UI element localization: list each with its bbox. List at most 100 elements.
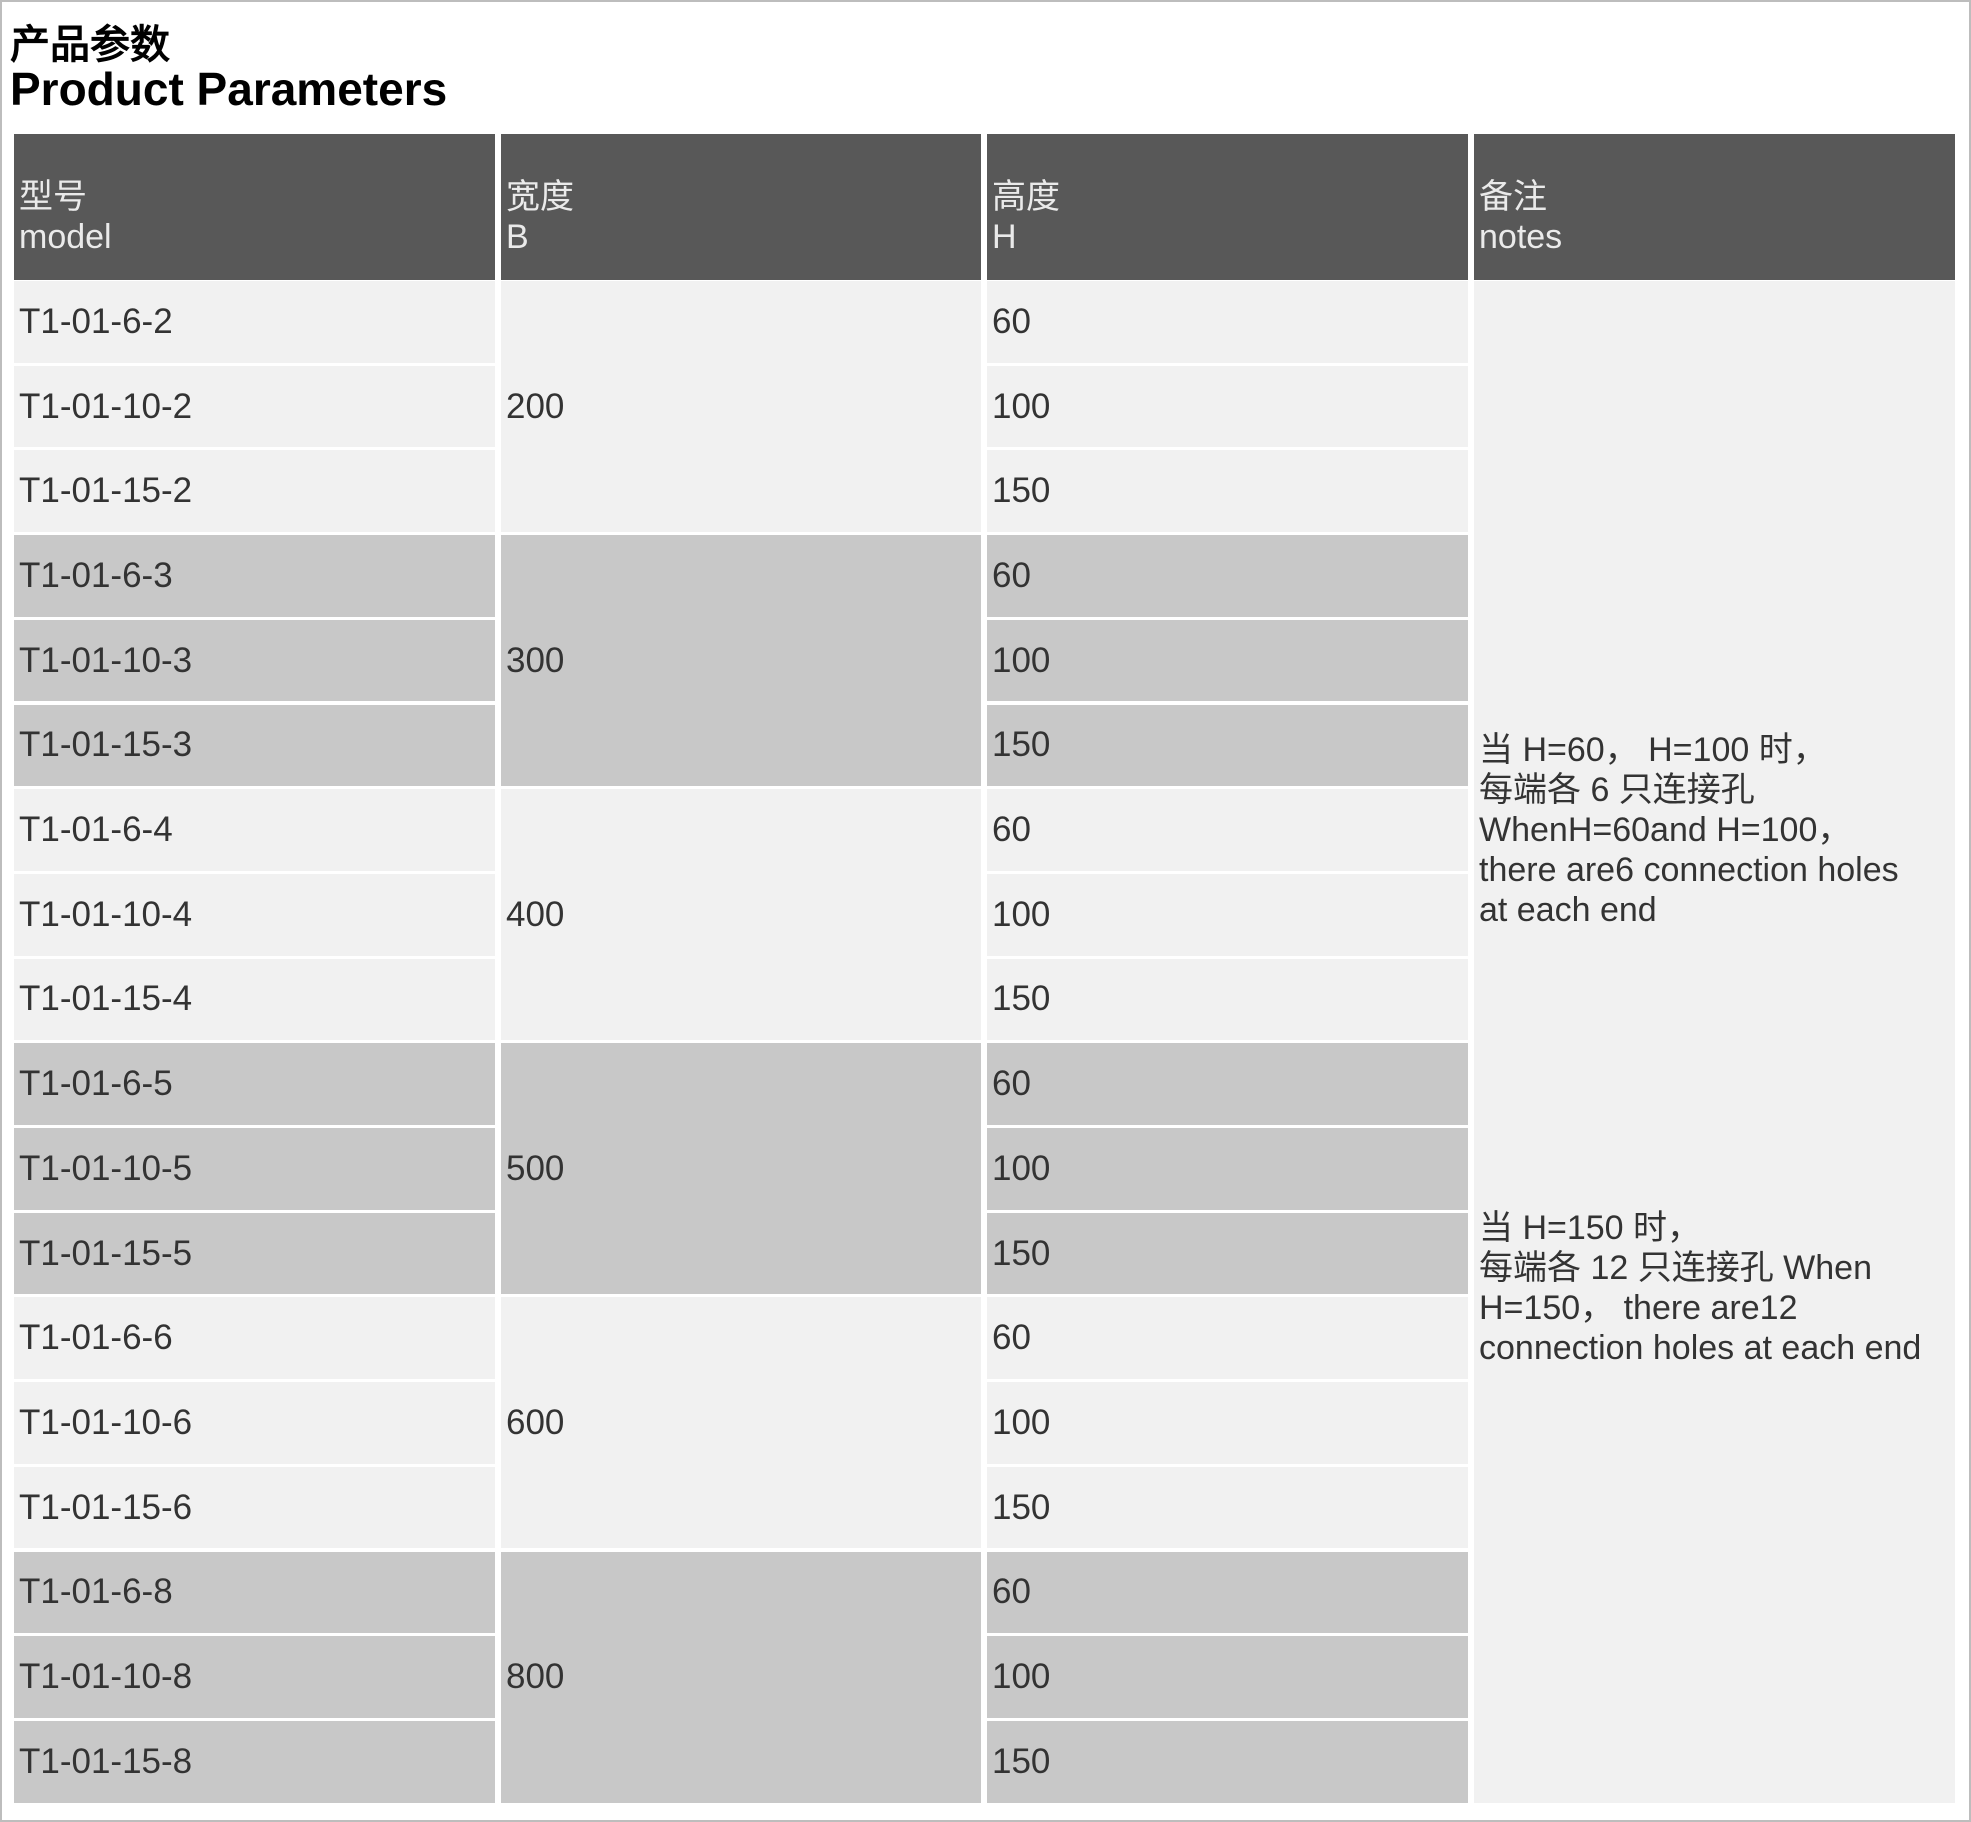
model-value: T1-01-15-2 <box>19 471 193 511</box>
width-cell: 400 <box>501 789 981 1041</box>
width-cell: 200 <box>501 281 981 533</box>
note-text: 当 H=60， H=100 时， 每端各 6 只连接孔 WhenH=60and … <box>1479 731 1899 929</box>
width-value: 800 <box>506 1657 565 1697</box>
column-header-en: H <box>992 218 1017 256</box>
height-value: 150 <box>992 725 1051 765</box>
height-value: 100 <box>992 1148 1051 1188</box>
page-title-cn: 产品参数 <box>10 23 170 67</box>
height-cell: 100 <box>987 1382 1468 1464</box>
height-value: 100 <box>992 386 1051 426</box>
note-text: 当 H=150 时， 每端各 12 只连接孔 When H=150， there… <box>1479 1209 1922 1367</box>
column-header: 宽度 B <box>501 134 981 280</box>
width-value: 600 <box>506 1402 565 1442</box>
table-row-model: T1-01-15-5 <box>14 1212 495 1295</box>
model-value: T1-01-15-3 <box>19 725 193 765</box>
model-value: T1-01-15-8 <box>19 1741 193 1781</box>
height-cell: 100 <box>987 1636 1468 1718</box>
height-cell: 60 <box>987 1043 1468 1125</box>
height-cell: 100 <box>987 1128 1468 1210</box>
height-cell: 60 <box>987 1297 1468 1380</box>
column-header-cn: 备注 <box>1479 178 1547 216</box>
table-row-model: T1-01-15-8 <box>14 1720 495 1803</box>
notes-cell: 当 H=60， H=100 时， 每端各 6 只连接孔 WhenH=60and … <box>1474 281 1955 1803</box>
page-title: Product Parameters <box>10 63 448 115</box>
height-cell: 150 <box>987 1466 1468 1549</box>
height-cell: 150 <box>987 704 1468 787</box>
model-value: T1-01-15-5 <box>19 1233 193 1273</box>
width-value: 500 <box>506 1148 565 1188</box>
width-value: 400 <box>506 894 565 934</box>
model-value: T1-01-6-5 <box>19 1064 173 1104</box>
column-header-en: B <box>506 218 529 256</box>
height-value: 100 <box>992 894 1051 934</box>
table-row-model: T1-01-6-6 <box>14 1297 495 1380</box>
height-value: 150 <box>992 1741 1051 1781</box>
model-value: T1-01-10-4 <box>19 894 193 934</box>
column-header: 型号 model <box>14 134 495 280</box>
height-value: 60 <box>992 1572 1031 1612</box>
model-value: T1-01-10-6 <box>19 1402 193 1442</box>
width-value: 300 <box>506 640 565 680</box>
model-value: T1-01-10-2 <box>19 386 193 426</box>
column-header-cn: 高度 <box>992 178 1060 216</box>
height-value: 60 <box>992 1318 1031 1358</box>
height-value: 100 <box>992 1402 1051 1442</box>
height-value: 150 <box>992 1233 1051 1273</box>
table-row-model: T1-01-6-5 <box>14 1043 495 1125</box>
height-value: 150 <box>992 471 1051 511</box>
height-value: 150 <box>992 979 1051 1019</box>
height-cell: 60 <box>987 1551 1468 1634</box>
width-cell: 600 <box>501 1297 981 1549</box>
height-value: 60 <box>992 810 1031 850</box>
table-row-model: T1-01-6-4 <box>14 789 495 871</box>
table-row-model: T1-01-15-2 <box>14 450 495 533</box>
table-row-model: T1-01-15-4 <box>14 958 495 1041</box>
column-header: 高度 H <box>987 134 1468 280</box>
model-value: T1-01-10-8 <box>19 1657 193 1697</box>
column-header: 备注 notes <box>1474 134 1955 280</box>
width-value: 200 <box>506 386 565 426</box>
model-value: T1-01-6-6 <box>19 1318 173 1358</box>
table-row-model: T1-01-10-3 <box>14 619 495 702</box>
table-row-model: T1-01-15-3 <box>14 704 495 787</box>
height-value: 100 <box>992 640 1051 680</box>
table-row-model: T1-01-10-4 <box>14 873 495 956</box>
width-cell: 300 <box>501 535 981 787</box>
height-value: 100 <box>992 1657 1051 1697</box>
model-value: T1-01-6-4 <box>19 810 173 850</box>
height-cell: 150 <box>987 450 1468 533</box>
height-value: 150 <box>992 1487 1051 1527</box>
height-cell: 60 <box>987 789 1468 871</box>
model-value: T1-01-6-8 <box>19 1572 173 1612</box>
height-cell: 100 <box>987 365 1468 448</box>
height-cell: 150 <box>987 1212 1468 1295</box>
column-header-cn: 型号 <box>19 178 87 216</box>
model-value: T1-01-10-5 <box>19 1148 193 1188</box>
width-cell: 500 <box>501 1043 981 1295</box>
height-cell: 60 <box>987 281 1468 363</box>
table-row-model: T1-01-6-3 <box>14 535 495 617</box>
table-row-model: T1-01-10-2 <box>14 365 495 448</box>
table-row-model: T1-01-6-2 <box>14 281 495 363</box>
model-value: T1-01-6-2 <box>19 301 173 341</box>
model-value: T1-01-15-6 <box>19 1487 193 1527</box>
height-value: 60 <box>992 555 1031 595</box>
height-cell: 150 <box>987 1720 1468 1803</box>
table-row-model: T1-01-10-6 <box>14 1382 495 1464</box>
table-row-model: T1-01-15-6 <box>14 1466 495 1549</box>
table-row-model: T1-01-6-8 <box>14 1551 495 1634</box>
table-row-model: T1-01-10-5 <box>14 1128 495 1210</box>
model-value: T1-01-6-3 <box>19 555 173 595</box>
height-value: 60 <box>992 301 1031 341</box>
model-value: T1-01-10-3 <box>19 640 193 680</box>
column-header-en: notes <box>1479 218 1563 256</box>
table-row-model: T1-01-10-8 <box>14 1636 495 1718</box>
height-cell: 150 <box>987 958 1468 1041</box>
height-value: 60 <box>992 1064 1031 1104</box>
height-cell: 100 <box>987 873 1468 956</box>
column-header-cn: 宽度 <box>506 178 574 216</box>
model-value: T1-01-15-4 <box>19 979 193 1019</box>
height-cell: 60 <box>987 535 1468 617</box>
width-cell: 800 <box>501 1551 981 1803</box>
column-header-en: model <box>19 218 112 256</box>
